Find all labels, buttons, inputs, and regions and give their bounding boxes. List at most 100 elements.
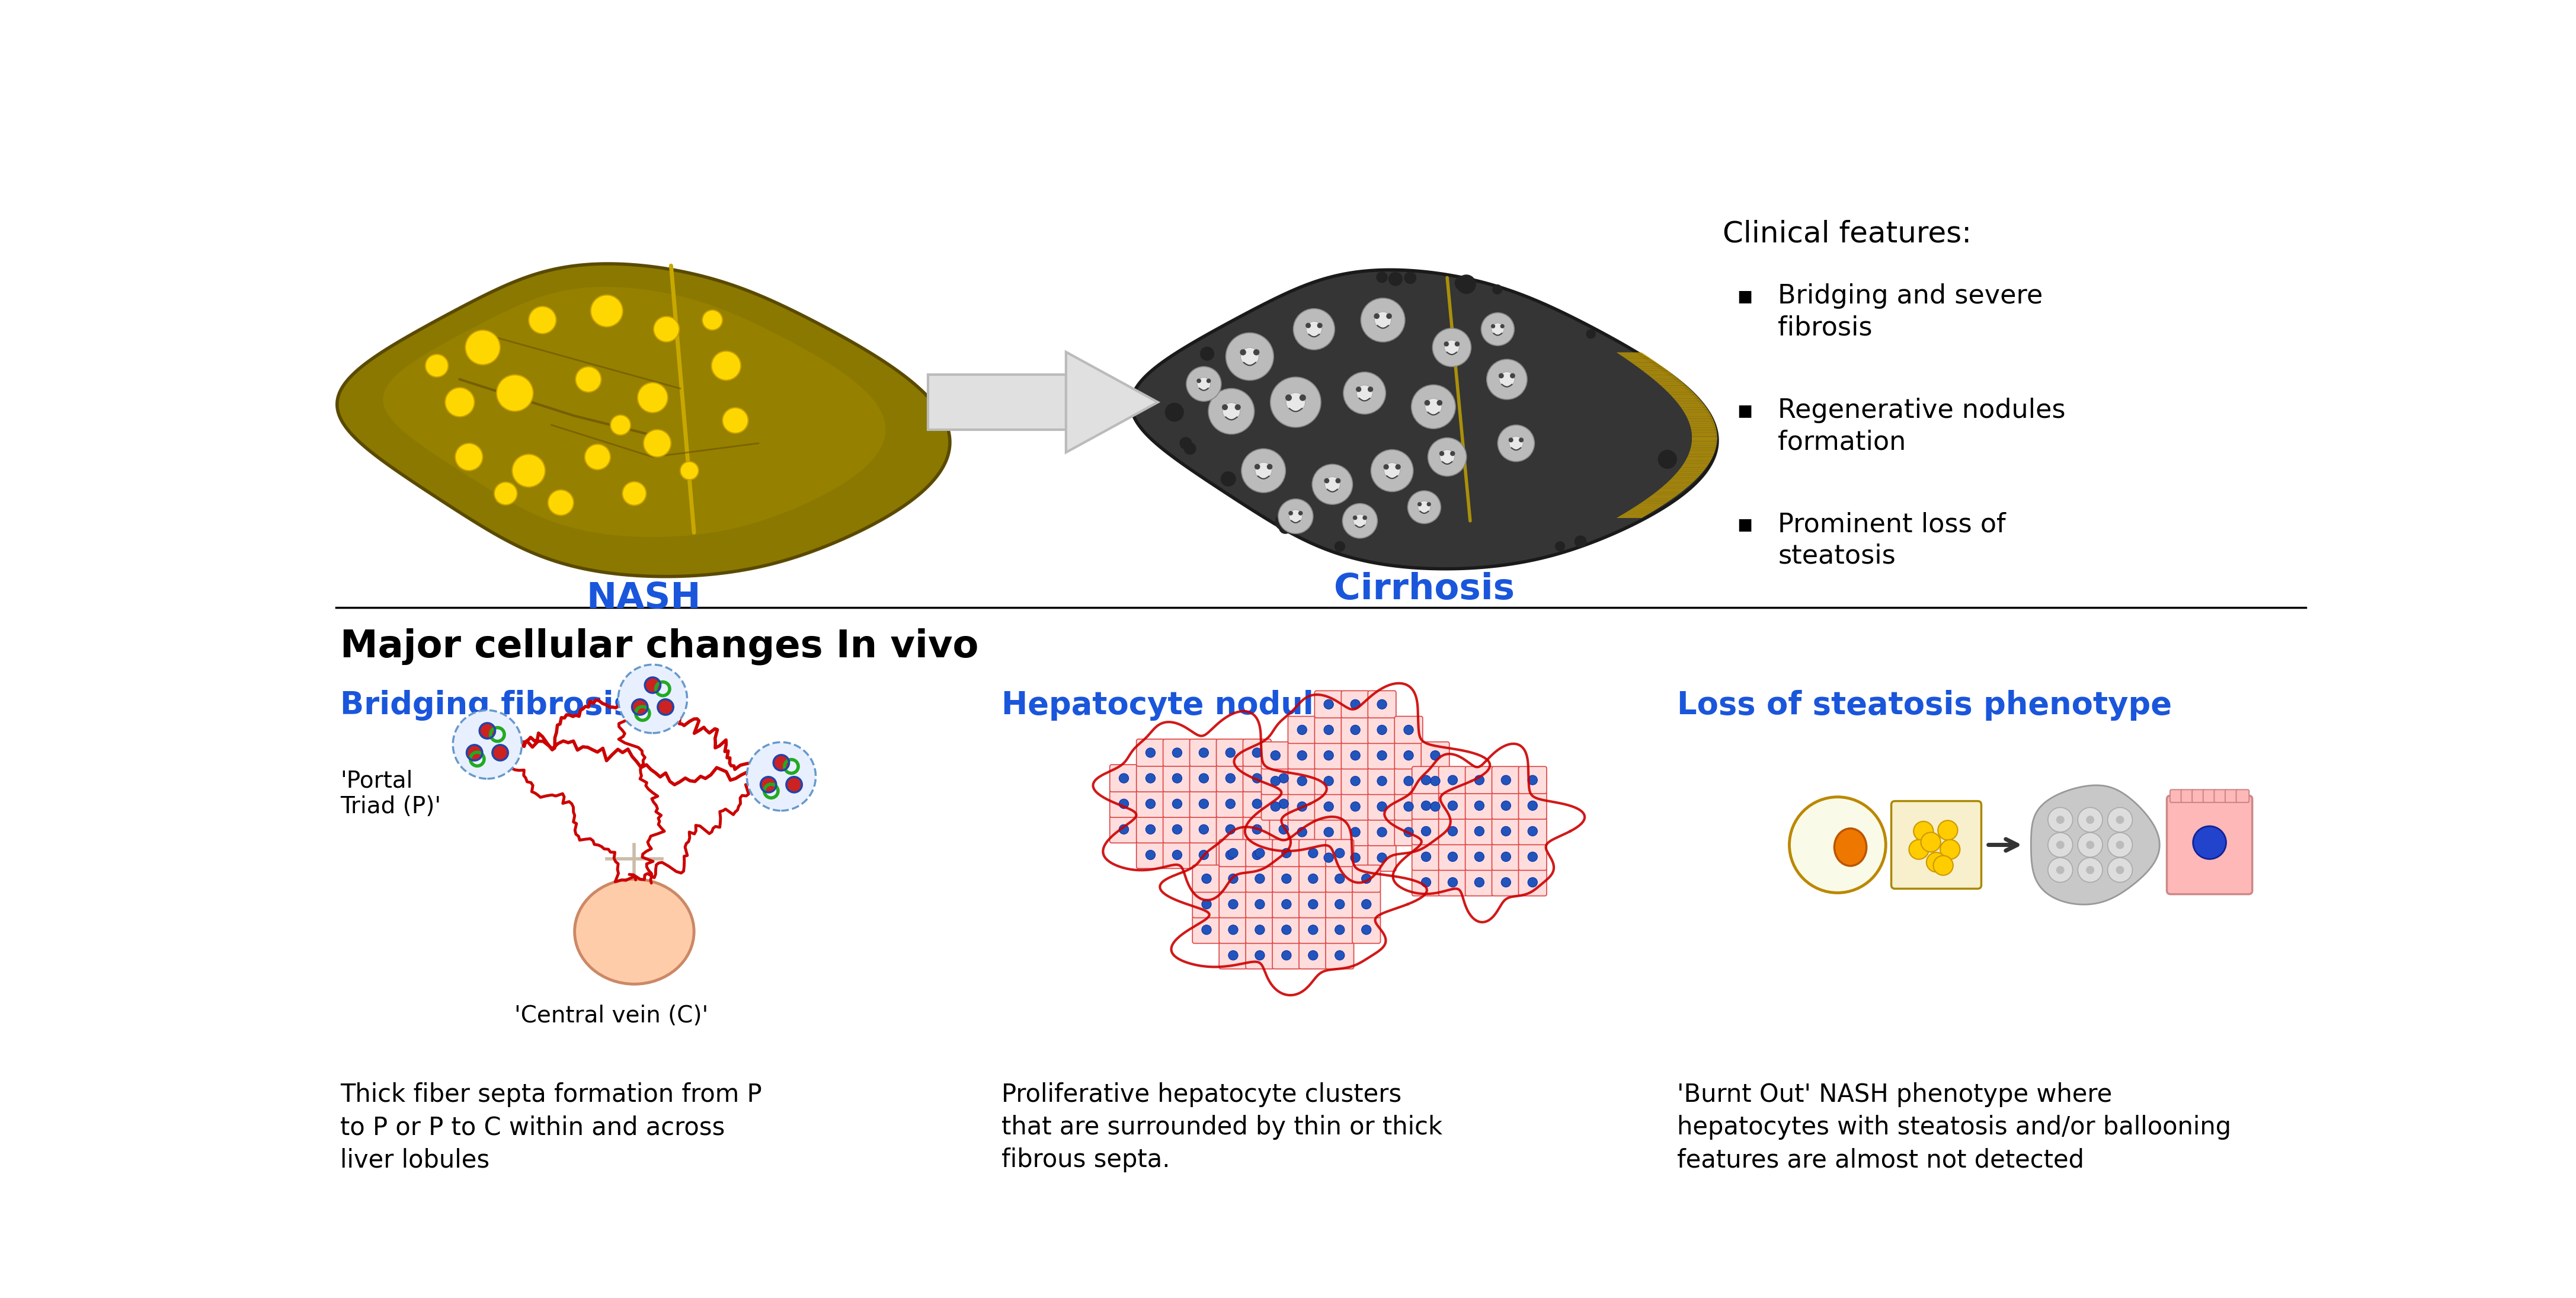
Circle shape — [1224, 402, 1239, 421]
Circle shape — [1406, 491, 1440, 523]
Circle shape — [1448, 775, 1458, 785]
FancyBboxPatch shape — [1394, 742, 1422, 768]
FancyBboxPatch shape — [1368, 844, 1396, 871]
FancyBboxPatch shape — [1270, 790, 1298, 818]
FancyBboxPatch shape — [1270, 815, 1298, 842]
Circle shape — [2107, 858, 2133, 883]
Circle shape — [1370, 449, 1414, 492]
Polygon shape — [1682, 410, 1710, 411]
FancyBboxPatch shape — [1298, 942, 1327, 968]
Circle shape — [1404, 750, 1414, 761]
Text: Major cellular changes In vivo: Major cellular changes In vivo — [340, 628, 979, 665]
Circle shape — [1146, 800, 1154, 809]
Circle shape — [1430, 776, 1440, 785]
Circle shape — [1499, 324, 1504, 328]
Circle shape — [1352, 515, 1358, 520]
FancyBboxPatch shape — [1288, 767, 1316, 794]
Circle shape — [623, 482, 647, 505]
Circle shape — [1221, 471, 1236, 487]
FancyBboxPatch shape — [1368, 819, 1396, 846]
Circle shape — [1229, 950, 1239, 961]
Circle shape — [1226, 332, 1273, 380]
Circle shape — [1342, 504, 1378, 539]
Circle shape — [495, 482, 518, 505]
FancyBboxPatch shape — [1368, 716, 1396, 744]
FancyBboxPatch shape — [1422, 793, 1450, 820]
FancyBboxPatch shape — [1412, 792, 1440, 819]
Circle shape — [1255, 349, 1260, 356]
Circle shape — [1298, 726, 1306, 735]
Circle shape — [585, 444, 611, 470]
FancyBboxPatch shape — [1288, 742, 1316, 768]
Text: Regenerative nodules
formation: Regenerative nodules formation — [1777, 397, 2066, 454]
FancyBboxPatch shape — [1368, 691, 1396, 718]
Circle shape — [446, 388, 474, 417]
FancyBboxPatch shape — [1394, 793, 1422, 820]
FancyBboxPatch shape — [1216, 739, 1244, 766]
Circle shape — [1172, 800, 1182, 809]
Circle shape — [1378, 700, 1386, 709]
Polygon shape — [1677, 401, 1703, 404]
Circle shape — [1360, 299, 1404, 341]
Circle shape — [1383, 462, 1401, 479]
FancyBboxPatch shape — [1193, 916, 1221, 944]
FancyBboxPatch shape — [1273, 942, 1301, 968]
Circle shape — [1172, 748, 1182, 758]
Circle shape — [1350, 827, 1360, 837]
FancyBboxPatch shape — [1327, 890, 1355, 918]
Circle shape — [1378, 726, 1386, 735]
Circle shape — [703, 310, 721, 330]
FancyBboxPatch shape — [1288, 716, 1316, 744]
Circle shape — [2079, 832, 2102, 857]
Polygon shape — [1643, 500, 1672, 502]
Polygon shape — [1631, 362, 1659, 365]
FancyBboxPatch shape — [1412, 818, 1440, 845]
FancyBboxPatch shape — [1136, 790, 1164, 818]
Circle shape — [1378, 802, 1386, 811]
Circle shape — [1242, 449, 1285, 492]
Circle shape — [1270, 378, 1321, 427]
FancyBboxPatch shape — [1412, 868, 1440, 896]
FancyBboxPatch shape — [1218, 916, 1247, 944]
Circle shape — [2192, 826, 2226, 859]
FancyBboxPatch shape — [1314, 844, 1342, 871]
Circle shape — [1255, 874, 1265, 884]
FancyBboxPatch shape — [1216, 841, 1244, 868]
Circle shape — [1455, 341, 1461, 347]
Text: Bridging and severe
fibrosis: Bridging and severe fibrosis — [1777, 283, 2043, 340]
Circle shape — [1226, 824, 1236, 835]
Circle shape — [1492, 324, 1494, 328]
Circle shape — [2087, 815, 2094, 824]
Circle shape — [1324, 827, 1334, 837]
Circle shape — [1473, 877, 1484, 887]
FancyBboxPatch shape — [2236, 789, 2249, 802]
Polygon shape — [1685, 458, 1710, 461]
Circle shape — [1935, 855, 1953, 875]
Polygon shape — [1649, 375, 1677, 376]
FancyBboxPatch shape — [1517, 844, 1546, 871]
Circle shape — [1422, 851, 1430, 862]
FancyBboxPatch shape — [1270, 765, 1298, 792]
Circle shape — [1278, 824, 1288, 835]
FancyBboxPatch shape — [1492, 792, 1520, 819]
FancyBboxPatch shape — [1218, 840, 1247, 867]
Polygon shape — [1690, 445, 1716, 448]
Circle shape — [1350, 750, 1360, 761]
Polygon shape — [1654, 379, 1682, 382]
Circle shape — [1378, 776, 1386, 785]
Circle shape — [1350, 726, 1360, 735]
Circle shape — [1422, 827, 1430, 836]
Circle shape — [1528, 851, 1538, 862]
Circle shape — [1430, 750, 1440, 761]
Polygon shape — [1633, 505, 1662, 508]
Polygon shape — [1643, 371, 1672, 373]
FancyBboxPatch shape — [1412, 767, 1440, 793]
FancyBboxPatch shape — [1466, 792, 1494, 819]
FancyBboxPatch shape — [2202, 789, 2215, 802]
Circle shape — [1940, 840, 1960, 859]
Circle shape — [1350, 802, 1360, 811]
FancyBboxPatch shape — [1394, 716, 1422, 744]
Circle shape — [1502, 775, 1510, 785]
Circle shape — [1345, 373, 1386, 414]
Circle shape — [1309, 874, 1319, 884]
